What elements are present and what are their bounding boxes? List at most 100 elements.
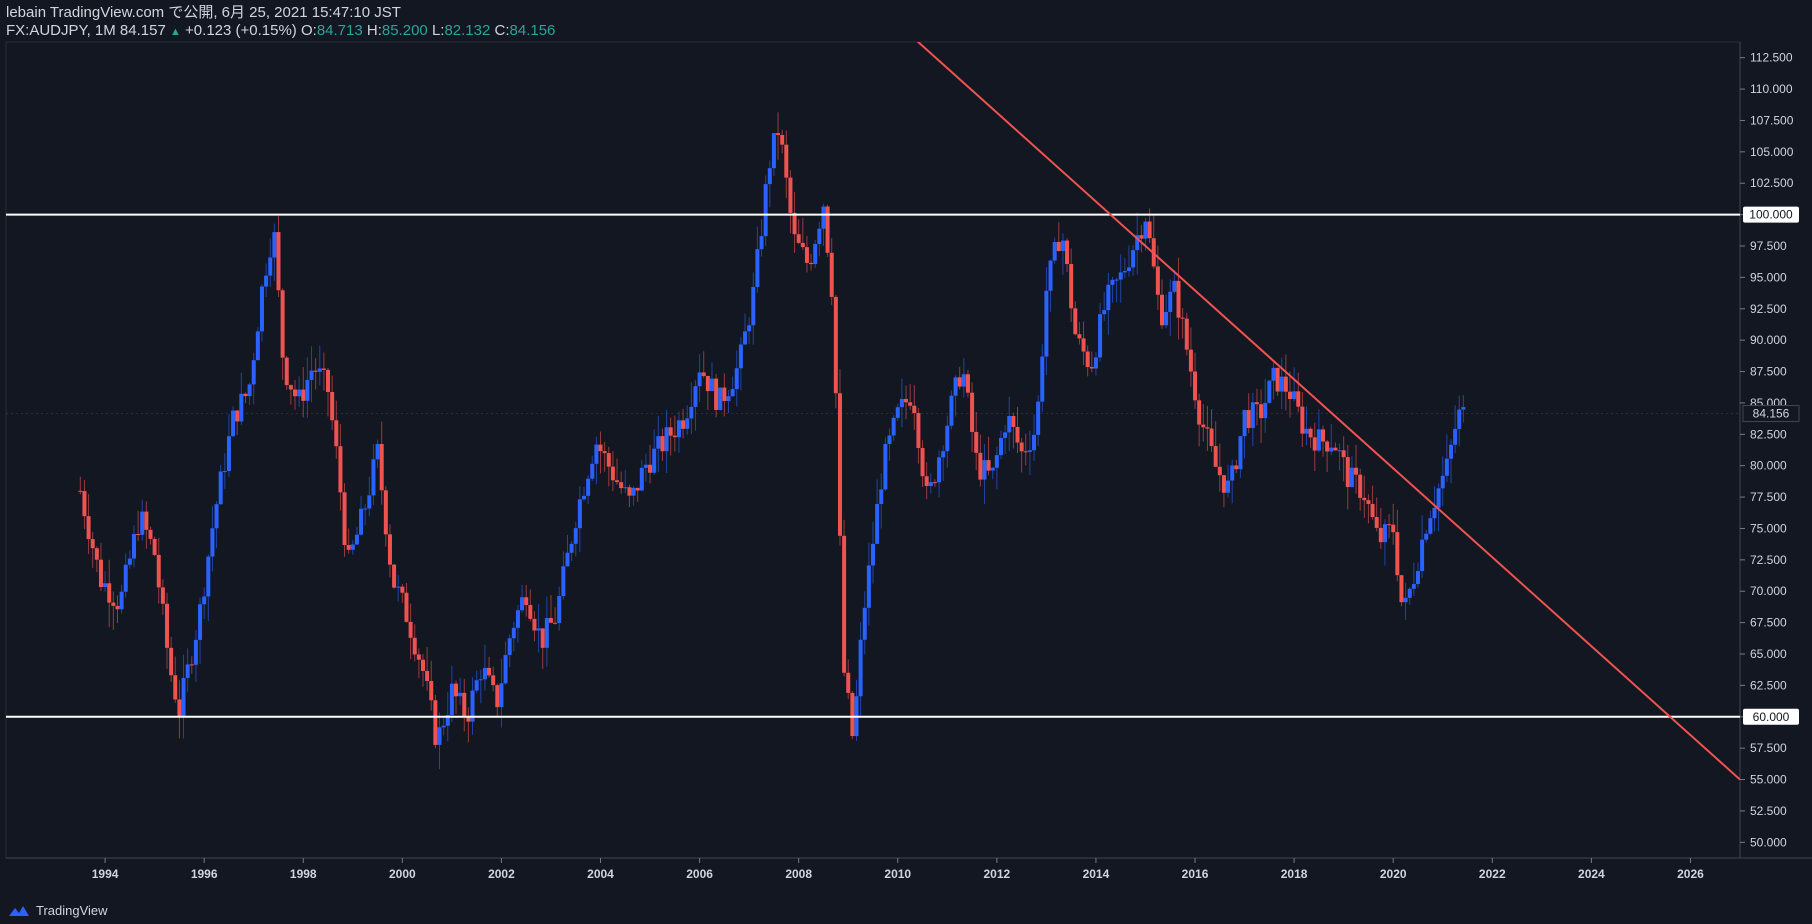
- candle-body: [293, 389, 297, 397]
- candle-body: [313, 370, 318, 372]
- close-label: C:: [494, 22, 510, 39]
- candle-body: [1118, 272, 1123, 280]
- candle-body: [635, 487, 640, 491]
- candle-body: [1238, 436, 1243, 470]
- candle-body: [495, 685, 500, 708]
- candle-body: [809, 262, 814, 265]
- candle-body: [1085, 351, 1090, 368]
- candle-body: [899, 398, 904, 408]
- candle-body: [119, 591, 124, 610]
- last-price-tag: [1742, 405, 1800, 423]
- low-label: L:: [431, 22, 445, 39]
- candle-body: [177, 699, 182, 717]
- candle-body: [437, 727, 442, 745]
- candle-body: [1126, 267, 1131, 272]
- candle-body: [276, 232, 281, 291]
- candle-body: [173, 675, 178, 700]
- candle-body: [606, 453, 611, 467]
- candle-body: [792, 212, 797, 235]
- candle-body: [912, 405, 917, 414]
- candle-body: [1382, 524, 1387, 543]
- candle-body: [1197, 400, 1202, 425]
- candle-body: [326, 369, 331, 393]
- candle-body: [222, 471, 227, 473]
- candle-body: [652, 448, 657, 473]
- candle-body: [763, 184, 768, 237]
- candle-body: [1164, 311, 1169, 326]
- candle-body: [1106, 284, 1111, 311]
- candle-body: [284, 357, 289, 386]
- candle-body: [1436, 488, 1441, 508]
- candle-body: [957, 377, 962, 387]
- candle-body: [1349, 467, 1354, 488]
- candle-body: [206, 556, 211, 597]
- candle-body: [1296, 391, 1301, 407]
- candle-body: [111, 602, 116, 606]
- candle-body: [396, 586, 401, 588]
- candle-body: [904, 398, 909, 403]
- candle-body: [1114, 279, 1119, 281]
- candle-body: [1387, 524, 1392, 526]
- candle-body: [1304, 428, 1309, 434]
- candle-body: [883, 443, 888, 490]
- y-tick-label: 77.500: [1750, 490, 1787, 504]
- candle-body: [226, 436, 231, 472]
- candle-body: [305, 379, 310, 401]
- candle-body: [140, 511, 145, 535]
- level-price-tag: [1743, 708, 1799, 725]
- candle-body: [1420, 539, 1425, 572]
- candle-body: [1263, 402, 1268, 419]
- candle-body: [466, 717, 471, 722]
- candle-body: [965, 374, 970, 393]
- x-tick-label: 2006: [686, 867, 713, 881]
- chart-header: lebain TradingView.com で公開, 6月 25, 2021 …: [6, 4, 555, 40]
- candle-body: [1403, 597, 1408, 603]
- candle-body: [235, 410, 240, 422]
- candle-body: [1032, 434, 1037, 451]
- level-price-label: 100.000: [1749, 208, 1793, 222]
- candle-body: [875, 503, 880, 544]
- candle-body: [1283, 376, 1288, 392]
- candle-body: [1168, 291, 1173, 312]
- candle-body: [346, 545, 351, 550]
- candle-body: [1069, 264, 1074, 309]
- candle-body: [548, 618, 553, 623]
- candle-body: [387, 534, 392, 565]
- candle-body: [1077, 334, 1082, 339]
- candle-body: [1333, 447, 1338, 451]
- candle-body: [569, 543, 574, 553]
- candle-body: [1205, 427, 1210, 429]
- candle-body: [478, 679, 483, 681]
- candle-body: [400, 586, 405, 593]
- candle-body: [1023, 451, 1028, 453]
- candle-body: [330, 392, 335, 421]
- candle-body: [1093, 357, 1098, 369]
- candle-body: [998, 437, 1003, 456]
- candle-body: [937, 457, 942, 483]
- candle-body: [871, 543, 875, 566]
- candle-body: [78, 490, 83, 492]
- candle-body: [994, 455, 999, 468]
- candle-body: [412, 637, 417, 655]
- candle-body: [264, 275, 269, 287]
- x-tick-label: 2008: [785, 867, 812, 881]
- candle-body: [1139, 235, 1144, 239]
- candle-body: [796, 234, 801, 243]
- tradingview-footer[interactable]: TradingView: [8, 903, 108, 918]
- candle-body: [503, 655, 508, 684]
- candle-body: [148, 529, 153, 539]
- candle-body: [643, 464, 648, 468]
- candle-body: [986, 460, 991, 471]
- candle-body: [1217, 466, 1222, 476]
- candle-body: [598, 444, 603, 452]
- candle-body: [668, 427, 673, 436]
- candle-body: [961, 374, 966, 387]
- candle-body: [1279, 376, 1284, 392]
- candle-body: [738, 344, 743, 369]
- candle-body: [375, 444, 380, 460]
- candle-body: [515, 610, 520, 628]
- candle-body: [169, 647, 174, 676]
- candle-body: [689, 406, 694, 419]
- candle-body: [1370, 503, 1375, 518]
